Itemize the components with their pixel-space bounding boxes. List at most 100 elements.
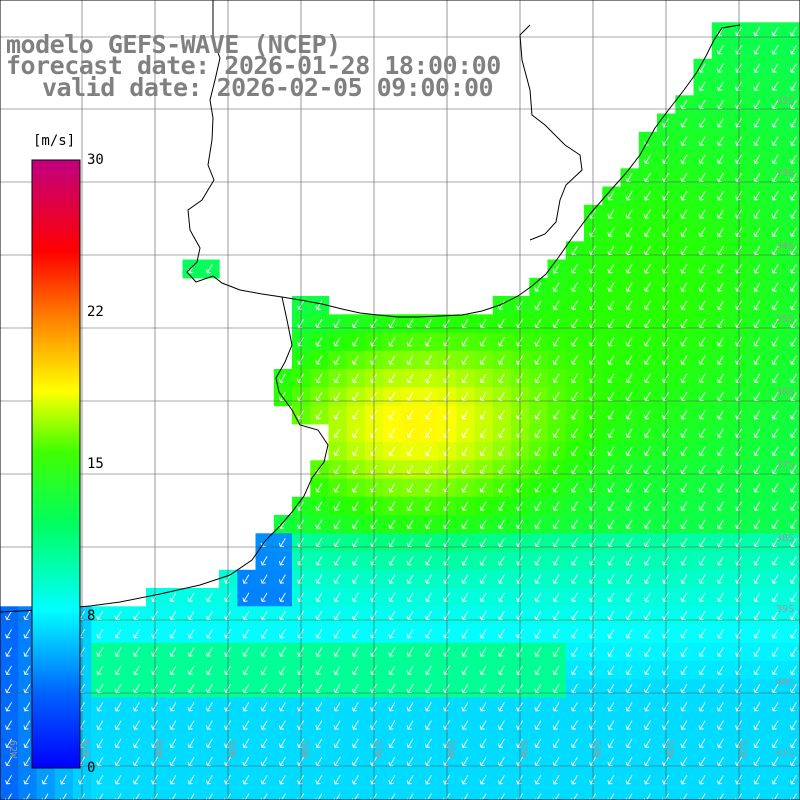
wind-arrow bbox=[96, 647, 104, 657]
wind-cell bbox=[711, 95, 731, 115]
wind-cell bbox=[638, 533, 658, 553]
wind-arrow bbox=[461, 428, 469, 438]
wind-cell bbox=[584, 697, 603, 717]
wind-arrow bbox=[570, 592, 578, 602]
wind-cell bbox=[328, 551, 348, 571]
wind-cell bbox=[602, 770, 622, 790]
wind-cell bbox=[748, 387, 768, 407]
wind-cell bbox=[730, 332, 749, 352]
wind-cell bbox=[310, 661, 330, 680]
wind-cell bbox=[237, 770, 257, 790]
wind-cell bbox=[146, 624, 165, 644]
wind-arrow bbox=[260, 775, 268, 785]
wind-arrow bbox=[96, 702, 104, 712]
wind-cell bbox=[602, 259, 622, 279]
wind-cell bbox=[547, 369, 567, 388]
wind-arrow bbox=[680, 428, 688, 438]
wind-cell bbox=[620, 697, 640, 717]
wind-arrow bbox=[461, 629, 469, 639]
wind-arrow bbox=[242, 775, 250, 785]
wind-arrow bbox=[570, 337, 578, 347]
wind-cell bbox=[292, 642, 311, 662]
wind-arrow bbox=[753, 191, 761, 201]
wind-arrow bbox=[187, 702, 195, 712]
wind-arrow bbox=[716, 81, 724, 91]
wind-cell bbox=[310, 387, 330, 407]
wind-arrow bbox=[497, 592, 505, 602]
wind-arrow bbox=[424, 647, 432, 657]
wind-arrow bbox=[570, 410, 578, 420]
wind-cell bbox=[438, 715, 457, 735]
wind-arrow bbox=[698, 629, 706, 639]
wind-cell bbox=[492, 752, 512, 772]
wind-arrow bbox=[205, 720, 213, 730]
wind-arrow bbox=[388, 556, 396, 566]
wind-cell bbox=[766, 715, 786, 735]
wind-arrow bbox=[424, 501, 432, 511]
wind-arrow bbox=[205, 264, 213, 274]
wind-cell bbox=[365, 661, 384, 680]
wind-cell bbox=[237, 752, 257, 772]
wind-cell bbox=[91, 788, 111, 800]
wind-arrow bbox=[388, 629, 396, 639]
wind-cell bbox=[657, 569, 676, 589]
wind-arrow bbox=[789, 118, 797, 128]
wind-cell bbox=[310, 551, 330, 571]
wind-cell bbox=[675, 697, 695, 717]
wind-cell bbox=[401, 460, 421, 480]
wind-cell bbox=[730, 734, 749, 753]
wind-cell bbox=[766, 752, 786, 772]
wind-cell bbox=[693, 259, 713, 279]
wind-arrow bbox=[114, 665, 122, 675]
wind-arrow bbox=[424, 337, 432, 347]
wind-cell bbox=[492, 679, 512, 699]
wind-cell bbox=[730, 752, 749, 772]
wind-cell bbox=[511, 405, 530, 425]
wind-cell bbox=[328, 788, 348, 800]
wind-cell bbox=[109, 624, 129, 644]
wind-arrow bbox=[570, 355, 578, 365]
wind-arrow bbox=[771, 227, 779, 237]
wind-cell bbox=[584, 405, 603, 425]
wind-arrow bbox=[169, 592, 177, 602]
wind-cell bbox=[693, 369, 713, 388]
wind-cell bbox=[419, 533, 439, 553]
wind-cell bbox=[219, 624, 238, 644]
wind-cell bbox=[109, 606, 129, 626]
wind-arrow bbox=[278, 629, 286, 639]
wind-arrow bbox=[497, 629, 505, 639]
wind-cell bbox=[310, 332, 330, 352]
wind-arrow bbox=[59, 775, 67, 785]
wind-arrow bbox=[479, 629, 487, 639]
wind-cell bbox=[565, 259, 585, 279]
wind-cell bbox=[346, 387, 366, 407]
wind-arrow bbox=[479, 647, 487, 657]
wind-cell bbox=[438, 770, 457, 790]
lon-label-62w: 62W bbox=[7, 740, 18, 759]
wind-arrow bbox=[771, 355, 779, 365]
wind-cell bbox=[328, 569, 348, 589]
wind-cell bbox=[383, 369, 403, 388]
wind-cell bbox=[730, 95, 749, 115]
wind-arrow bbox=[716, 118, 724, 128]
wind-cell bbox=[474, 423, 494, 443]
wind-arrow bbox=[479, 720, 487, 730]
wind-cell bbox=[766, 113, 786, 133]
wind-cell bbox=[620, 442, 640, 461]
wind-arrow bbox=[680, 300, 688, 310]
wind-cell bbox=[711, 460, 731, 480]
wind-arrow bbox=[534, 519, 542, 529]
wind-arrow bbox=[497, 337, 505, 347]
wind-cell bbox=[675, 533, 695, 553]
wind-arrow bbox=[5, 738, 12, 748]
wind-arrow bbox=[716, 629, 724, 639]
wind-cell bbox=[127, 752, 147, 772]
wind-arrow bbox=[753, 720, 761, 730]
wind-cell bbox=[182, 642, 202, 662]
wind-arrow bbox=[315, 574, 323, 584]
wind-cell bbox=[237, 788, 257, 800]
wind-cell bbox=[584, 241, 603, 261]
wind-cell bbox=[584, 204, 603, 224]
wind-arrow bbox=[278, 556, 286, 566]
wind-arrow bbox=[388, 519, 396, 529]
